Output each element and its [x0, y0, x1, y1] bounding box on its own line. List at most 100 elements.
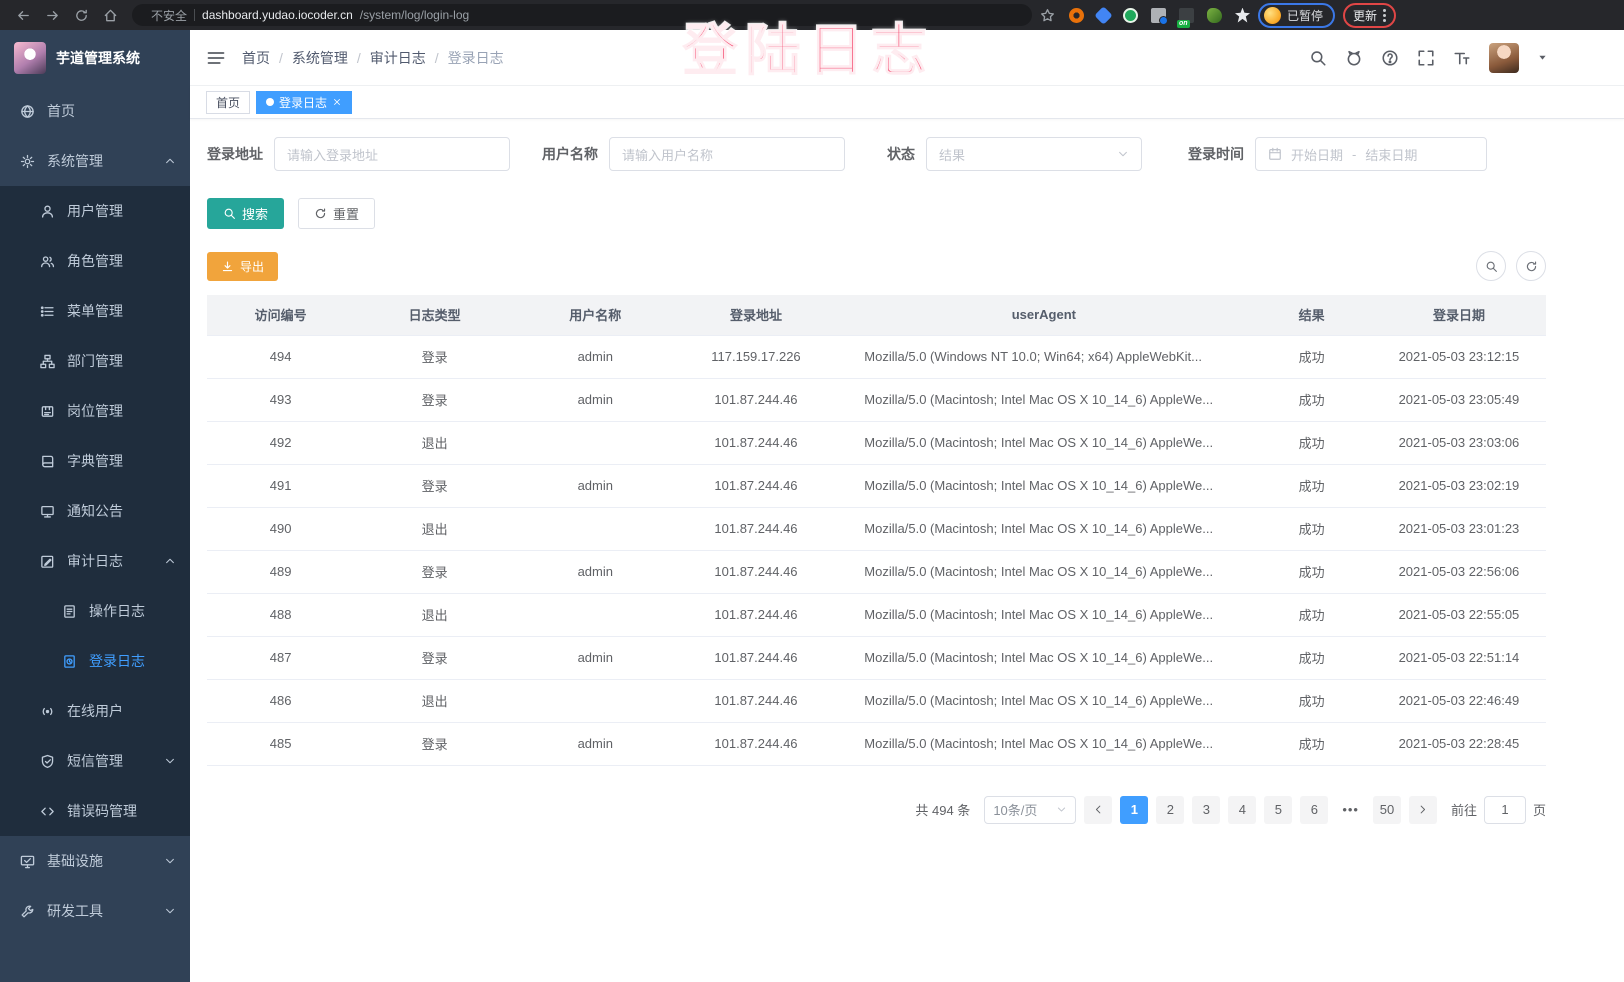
audit-log-icon: [40, 554, 55, 569]
extensions-puzzle-icon[interactable]: [1235, 7, 1250, 23]
sidebar-item-post-mgmt[interactable]: 岗位管理: [0, 386, 190, 436]
goto-page-input[interactable]: 1: [1483, 795, 1526, 824]
table-cell: 登录: [354, 464, 515, 508]
page-button-6[interactable]: 6: [1300, 795, 1329, 824]
tab-home[interactable]: 首页: [206, 90, 251, 114]
bookmark-star-icon[interactable]: [1040, 8, 1055, 23]
extension-icon-orange[interactable]: [1069, 7, 1084, 23]
table-cell: 2021-05-03 22:56:06: [1371, 550, 1546, 594]
browser-back-icon[interactable]: [16, 8, 31, 23]
table-row: 494 登录 admin 117.159.17.226 Mozilla/5.0 (Win…: [207, 334, 1546, 379]
app-logo[interactable]: 芋道管理系统: [0, 30, 190, 86]
breadcrumb-item[interactable]: 系统管理: [291, 49, 348, 66]
table-cell: Mozilla/5.0 (Macintosh; Intel Mac OS X 1…: [836, 378, 1252, 422]
user-avatar[interactable]: [1489, 42, 1519, 73]
search-icon[interactable]: [1309, 49, 1327, 67]
table-cell: 101.87.244.46: [675, 722, 837, 766]
table-cell: 退出: [354, 593, 515, 637]
status-select[interactable]: 结果: [926, 137, 1142, 171]
date-separator: -: [1352, 146, 1357, 162]
role-mgmt-icon: [40, 254, 55, 269]
sidebar-item-operate-log[interactable]: 操作日志: [0, 586, 190, 636]
sidebar-item-home[interactable]: 首页: [0, 86, 190, 136]
sidebar-item-sms-mgmt[interactable]: 短信管理: [0, 736, 190, 786]
prev-page-button[interactable]: [1084, 795, 1113, 824]
sidebar-item-audit-log[interactable]: 审计日志: [0, 536, 190, 586]
address-input[interactable]: 请输入登录地址: [274, 137, 510, 171]
browser-menu-icon[interactable]: [1383, 8, 1387, 22]
sidebar-item-system-mgmt[interactable]: 系统管理: [0, 136, 190, 186]
github-icon[interactable]: [1345, 49, 1363, 67]
page-button-4[interactable]: 4: [1228, 795, 1257, 824]
search-button[interactable]: 搜索: [207, 198, 285, 229]
table-cell: Mozilla/5.0 (Macintosh; Intel Mac OS X 1…: [836, 507, 1252, 551]
table-cell: Mozilla/5.0 (Macintosh; Intel Mac OS X 1…: [836, 593, 1252, 637]
logo-image: [14, 42, 46, 74]
sidebar-item-notice[interactable]: 通知公告: [0, 486, 190, 536]
dept-mgmt-icon: [40, 354, 55, 369]
username-input[interactable]: 请输入用户名称: [609, 137, 845, 171]
browser-profile-chip[interactable]: 已暂停: [1258, 2, 1336, 28]
sidebar-item-role-mgmt[interactable]: 角色管理: [0, 236, 190, 286]
browser-update-button[interactable]: 更新: [1343, 2, 1397, 28]
next-page-button[interactable]: [1408, 795, 1437, 824]
sidebar-collapse-icon[interactable]: [206, 48, 226, 68]
chevron-down-icon: [1056, 804, 1067, 815]
page-button-50[interactable]: 50: [1372, 795, 1401, 824]
column-header: 用户名称: [514, 295, 676, 335]
export-button[interactable]: 导出: [207, 251, 279, 281]
help-icon[interactable]: [1381, 49, 1399, 67]
sidebar-item-online-user[interactable]: 在线用户: [0, 686, 190, 736]
browser-forward-icon[interactable]: [45, 8, 60, 23]
browser-home-icon[interactable]: [103, 8, 118, 23]
page-button-1[interactable]: 1: [1120, 795, 1149, 824]
table-cell: 101.87.244.46: [675, 421, 837, 465]
table-cell: 成功: [1251, 378, 1372, 422]
tab-close-icon[interactable]: [332, 97, 342, 107]
font-size-icon[interactable]: [1453, 49, 1471, 67]
table-cell: 成功: [1251, 593, 1372, 637]
page-button-2[interactable]: 2: [1156, 795, 1185, 824]
column-header: 日志类型: [354, 295, 515, 335]
table-cell: admin: [514, 378, 676, 422]
fullscreen-icon[interactable]: [1417, 49, 1435, 67]
sidebar-item-login-log[interactable]: 登录日志: [0, 636, 190, 686]
sidebar-item-dict-mgmt[interactable]: 字典管理: [0, 436, 190, 486]
search-button-icon: [223, 207, 236, 220]
sidebar-item-dev-tools[interactable]: 研发工具: [0, 886, 190, 936]
extension-icon-list[interactable]: on: [1177, 7, 1194, 28]
table-cell: 2021-05-03 23:12:15: [1371, 334, 1546, 379]
page-size-select[interactable]: 10条/页: [984, 795, 1077, 824]
extension-icon-blue[interactable]: [1094, 5, 1113, 25]
sidebar-item-error-code-mgmt[interactable]: 错误码管理: [0, 786, 190, 836]
table-cell: 登录: [354, 378, 515, 422]
sidebar-menu: 首页 系统管理 用户管理 角色管理 菜单管理 部门管理 岗位管理 字典管理 通知公告 审计日志 操作…: [0, 86, 190, 982]
toggle-search-button[interactable]: [1476, 251, 1506, 281]
breadcrumb-separator: /: [434, 49, 439, 66]
date-range-picker[interactable]: 开始日期 - 结束日期: [1255, 137, 1487, 171]
table-cell: Mozilla/5.0 (Macintosh; Intel Mac OS X 1…: [836, 722, 1252, 766]
table-row: 487 登录 admin 101.87.244.46 Mozilla/5.0 (Maci…: [207, 636, 1546, 680]
breadcrumb-item[interactable]: 首页: [242, 49, 270, 66]
page-button-5[interactable]: 5: [1264, 795, 1293, 824]
extension-icon-sprout[interactable]: [1207, 7, 1222, 23]
extension-icon-grid[interactable]: [1151, 7, 1168, 25]
table-cell: 101.87.244.46: [675, 679, 837, 723]
page-button-3[interactable]: 3: [1192, 795, 1221, 824]
address-bar[interactable]: 不安全 dashboard.yudao.iocoder.cn/system/lo…: [132, 4, 1032, 26]
reset-button[interactable]: 重置: [298, 198, 376, 229]
tab-login-log[interactable]: 登录日志: [256, 90, 353, 114]
sidebar-item-dept-mgmt[interactable]: 部门管理: [0, 336, 190, 386]
avatar-caret-down-icon[interactable]: [1537, 52, 1548, 63]
sidebar-item-user-mgmt[interactable]: 用户管理: [0, 186, 190, 236]
breadcrumb-item[interactable]: 审计日志: [369, 49, 426, 66]
home-icon: [20, 104, 35, 119]
refresh-table-button[interactable]: [1516, 251, 1546, 281]
sidebar-item-infrastructure[interactable]: 基础设施: [0, 836, 190, 886]
extension-icon-green[interactable]: [1123, 7, 1138, 23]
table-row: 485 登录 admin 101.87.244.46 Mozilla/5.0 (Maci…: [207, 722, 1546, 766]
table-cell: 退出: [354, 679, 515, 723]
table-cell: admin: [514, 722, 676, 766]
sidebar-item-menu-mgmt[interactable]: 菜单管理: [0, 286, 190, 336]
browser-refresh-icon[interactable]: [74, 8, 89, 23]
